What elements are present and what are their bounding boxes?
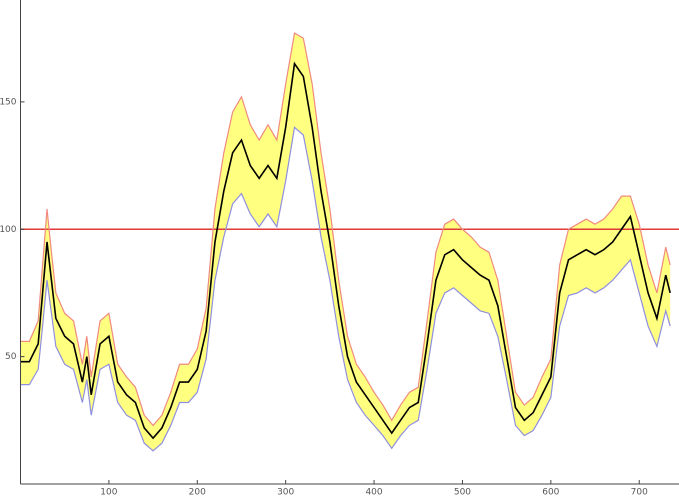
x-tick-label: 700 [631, 488, 648, 497]
series-line [20, 126, 671, 452]
x-tick-label: 100 [100, 488, 117, 497]
y-tick-label: 150 [0, 97, 17, 107]
x-tick-label: 600 [542, 488, 559, 497]
x-tick-label: 300 [277, 488, 294, 497]
y-tick-label: 50 [5, 352, 17, 362]
x-tick-label: 200 [189, 488, 206, 497]
y-tick-label: 100 [0, 225, 17, 235]
x-tick-label: 400 [365, 488, 382, 497]
band-fill [20, 33, 671, 451]
series-line [20, 32, 671, 427]
x-tick-label: 500 [454, 488, 471, 497]
series-line [20, 61, 671, 440]
